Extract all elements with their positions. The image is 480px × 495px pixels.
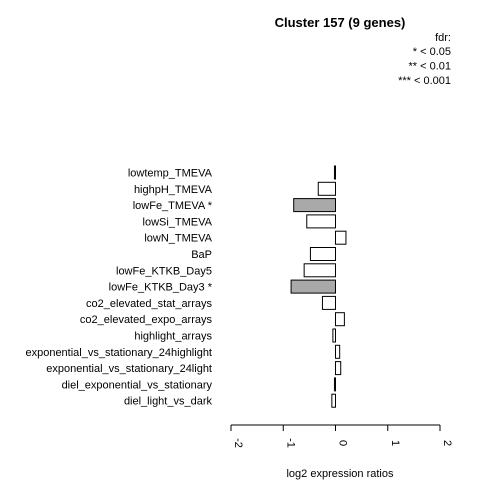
category-label: exponential_vs_stationary_24highlight xyxy=(25,347,212,359)
bar xyxy=(303,263,336,278)
category-label: co2_elevated_expo_arrays xyxy=(80,314,213,326)
category-label: highlight_arrays xyxy=(134,331,212,343)
x-tick-label: 2 xyxy=(441,440,453,446)
x-tick-label: 0 xyxy=(337,440,349,446)
bar xyxy=(335,312,345,327)
category-label: lowFe_TMEVA * xyxy=(133,200,213,212)
bar xyxy=(332,328,337,343)
category-label: diel_light_vs_dark xyxy=(124,396,213,408)
category-label: co2_elevated_stat_arrays xyxy=(86,298,212,310)
category-label: lowSi_TMEVA xyxy=(143,216,213,228)
bar xyxy=(290,279,336,294)
x-tick-label: 1 xyxy=(389,440,401,446)
bar xyxy=(335,344,341,359)
legend-entry: ** < 0.01 xyxy=(408,61,451,73)
legend-entry: *** < 0.001 xyxy=(398,75,451,87)
category-label: diel_exponential_vs_stationary xyxy=(62,379,213,391)
category-label: lowFe_KTKB_Day3 * xyxy=(109,282,213,294)
category-label: highpH_TMEVA xyxy=(134,184,213,196)
category-label: lowN_TMEVA xyxy=(144,233,212,245)
bar xyxy=(317,181,337,196)
category-label: lowtemp_TMEVA xyxy=(128,168,213,180)
legend: fdr: * < 0.05 ** < 0.01 *** < 0.001 xyxy=(398,32,451,87)
chart-title: Cluster 157 (9 genes) xyxy=(275,15,406,30)
bar xyxy=(309,247,337,261)
bar xyxy=(306,214,337,229)
category-label: lowFe_KTKB_Day5 xyxy=(116,265,212,277)
x-axis-label: log2 expression ratios xyxy=(286,468,394,480)
bar xyxy=(335,230,347,245)
x-axis: -2 -1 0 1 2 xyxy=(230,424,453,448)
category-labels: lowtemp_TMEVA highpH_TMEVA lowFe_TMEVA * lo… xyxy=(25,168,212,408)
bars xyxy=(290,165,347,408)
x-tick-label: -2 xyxy=(232,438,244,448)
bar xyxy=(335,361,342,376)
bar xyxy=(331,393,336,408)
x-tick-label: -1 xyxy=(284,438,296,448)
bar xyxy=(321,295,336,310)
legend-title: fdr: xyxy=(435,32,451,44)
legend-entry: * < 0.05 xyxy=(413,46,451,58)
bar xyxy=(293,198,337,213)
bar xyxy=(333,377,336,392)
bar xyxy=(333,165,336,180)
category-label: exponential_vs_stationary_24light xyxy=(46,363,212,375)
category-label: BaP xyxy=(191,249,212,261)
